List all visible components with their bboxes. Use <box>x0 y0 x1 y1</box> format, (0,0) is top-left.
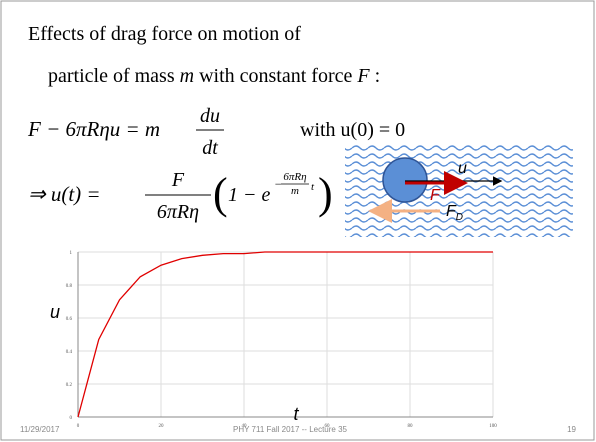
equation: − <box>274 177 282 191</box>
y-tick-label: 0.6 <box>66 317 73 322</box>
diagram: u F FD <box>345 145 573 237</box>
footer-date: 11/29/2017 <box>20 425 60 434</box>
equation: m <box>291 185 299 197</box>
y-tick-label: 0.2 <box>66 383 73 388</box>
equation: with u(0) = 0 <box>300 119 405 141</box>
paren: ( <box>213 169 228 218</box>
x-tick-label: 0 <box>77 424 80 429</box>
text: with constant force <box>199 65 352 87</box>
label: u <box>458 160 467 177</box>
fluid <box>345 145 573 237</box>
title: Effects of drag force on motion of <box>28 23 301 45</box>
footer-course: PHY 711 Fall 2017 -- Lecture 35 <box>233 425 348 434</box>
x-axis-label: t <box>293 404 299 424</box>
y-tick-label: 0 <box>70 416 73 421</box>
equation: ⇒ u(t) = <box>28 182 101 206</box>
equation: F <box>171 169 185 191</box>
equation: 6πRη <box>283 171 306 183</box>
y-tick-label: 0.4 <box>66 350 73 355</box>
paren: ) <box>318 169 333 218</box>
equation: F − 6πRηu = m <box>27 117 160 141</box>
label-sub: D <box>456 212 463 223</box>
text: m <box>180 65 194 87</box>
equation: t <box>311 181 315 193</box>
y-axis-label: u <box>50 302 60 322</box>
equation: 6πRη <box>157 201 199 223</box>
line <box>77 251 493 418</box>
equation: du <box>200 105 220 127</box>
x-tick-label: 100 <box>489 424 497 429</box>
footer-page: 19 <box>567 425 576 434</box>
x-tick-label: 40 <box>242 424 248 429</box>
y-tick-label: 0.8 <box>66 284 73 289</box>
label: F <box>446 203 457 220</box>
y-tick-label: 1 <box>70 251 73 256</box>
text: particle of mass <box>48 65 175 87</box>
equation: dt <box>202 137 218 159</box>
x-tick-label: 60 <box>325 424 331 429</box>
text: F <box>356 65 370 87</box>
particle <box>382 157 428 203</box>
text: : <box>375 65 381 87</box>
title: particle of mass m with constant force F… <box>48 65 380 87</box>
label: F <box>430 187 441 204</box>
chart: 0 0.2 0.4 0.6 0.8 1 0 20 40 60 80 100 <box>66 251 498 429</box>
equation: 1 − e <box>228 184 270 206</box>
label: FD <box>446 203 463 223</box>
x-tick-label: 20 <box>159 424 165 429</box>
x-tick-label: 80 <box>408 424 414 429</box>
